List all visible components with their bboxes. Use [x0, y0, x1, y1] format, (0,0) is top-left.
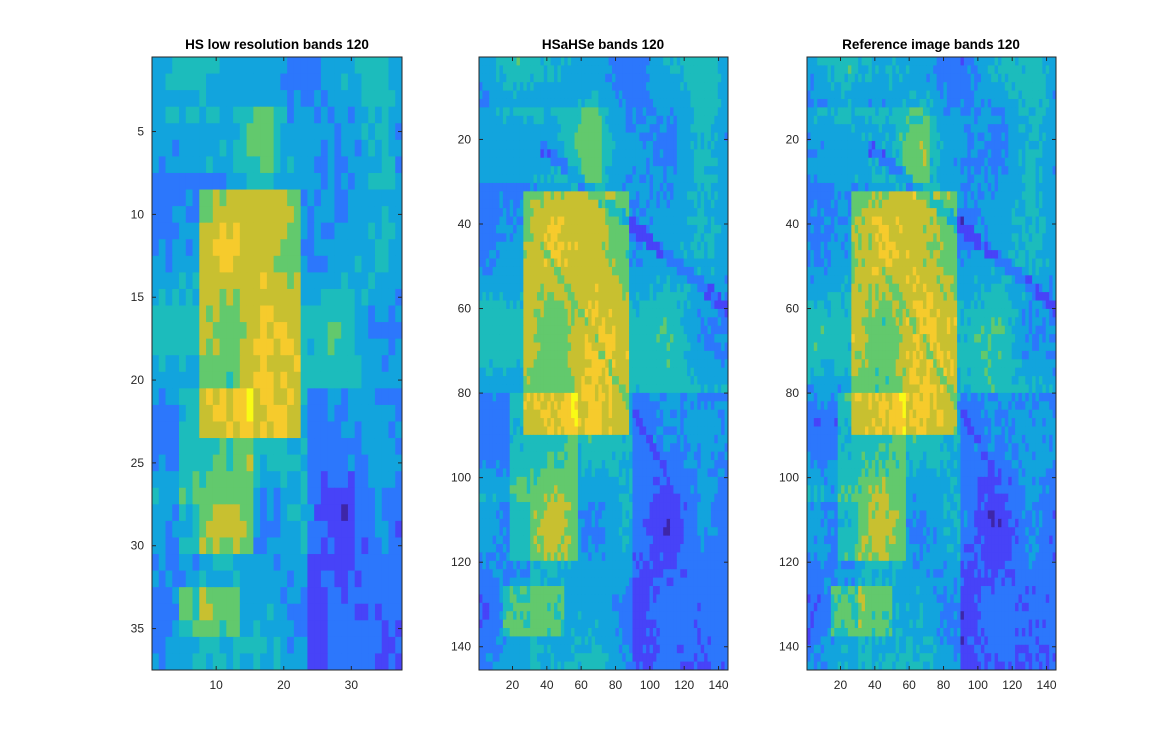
- y-tick-label: 25: [131, 456, 145, 470]
- y-tick-label: 10: [131, 207, 145, 221]
- y-tick-label: 80: [786, 386, 800, 400]
- x-tick-label: 20: [506, 678, 520, 692]
- x-tick-label: 20: [834, 678, 848, 692]
- panel-title: HS low resolution bands 120: [185, 37, 369, 52]
- axes-frame: [151, 56, 403, 671]
- axes-frame: [806, 56, 1057, 671]
- x-tick-label: 40: [540, 678, 554, 692]
- panel-title: Reference image bands 120: [842, 37, 1020, 52]
- y-tick-label: 20: [131, 373, 145, 387]
- y-tick-label: 60: [786, 302, 800, 316]
- y-tick-label: 140: [451, 640, 471, 654]
- x-tick-label: 100: [968, 678, 988, 692]
- y-tick-label: 40: [786, 217, 800, 231]
- y-tick-label: 35: [131, 622, 145, 636]
- x-tick-label: 120: [1002, 678, 1022, 692]
- y-tick-label: 30: [131, 539, 145, 553]
- y-tick-label: 120: [451, 555, 471, 569]
- x-tick-label: 140: [709, 678, 729, 692]
- y-tick-label: 80: [458, 386, 472, 400]
- axis-ticks: 20 40 60 80 100 120 140 20 40 60 80 100 120 140: [779, 57, 1057, 692]
- panel-hsahse: HSaHSe bands 120 20 40 60 80 100 120 140 20 40 60…: [451, 37, 729, 692]
- x-tick-label: 80: [937, 678, 951, 692]
- axis-ticks: 10 20 30 5 10 15 20 25 30 35: [131, 57, 402, 692]
- y-tick-label: 20: [786, 132, 800, 146]
- y-tick-label: 60: [458, 302, 472, 316]
- x-tick-label: 120: [674, 678, 694, 692]
- x-tick-label: 140: [1037, 678, 1057, 692]
- y-tick-label: 20: [458, 132, 472, 146]
- y-tick-label: 140: [779, 640, 799, 654]
- image-hs-low-resolution: [152, 57, 403, 671]
- x-tick-label: 20: [277, 678, 291, 692]
- x-tick-label: 100: [640, 678, 660, 692]
- axis-ticks: 20 40 60 80 100 120 140 20 40 60 80 100 120 140: [451, 57, 729, 692]
- x-tick-label: 40: [868, 678, 882, 692]
- image-reference: [807, 57, 1057, 671]
- y-tick-label: 15: [131, 290, 145, 304]
- axes-frame: [478, 56, 729, 671]
- x-tick-label: 30: [345, 678, 359, 692]
- y-tick-label: 120: [779, 555, 799, 569]
- y-tick-label: 100: [451, 471, 471, 485]
- panel-reference-image: Reference image bands 120 20 40 60 80 100 120…: [779, 37, 1057, 692]
- image-hsahse: [479, 57, 729, 671]
- x-tick-label: 60: [574, 678, 588, 692]
- y-tick-label: 100: [779, 471, 799, 485]
- y-tick-label: 40: [458, 217, 472, 231]
- y-tick-label: 5: [137, 125, 144, 139]
- panel-title: HSaHSe bands 120: [542, 37, 664, 52]
- x-tick-label: 10: [210, 678, 224, 692]
- x-tick-label: 80: [609, 678, 623, 692]
- panel-hs-low-resolution: HS low resolution bands 120 10 20 30 5 10 15 2…: [131, 37, 403, 692]
- x-tick-label: 60: [902, 678, 916, 692]
